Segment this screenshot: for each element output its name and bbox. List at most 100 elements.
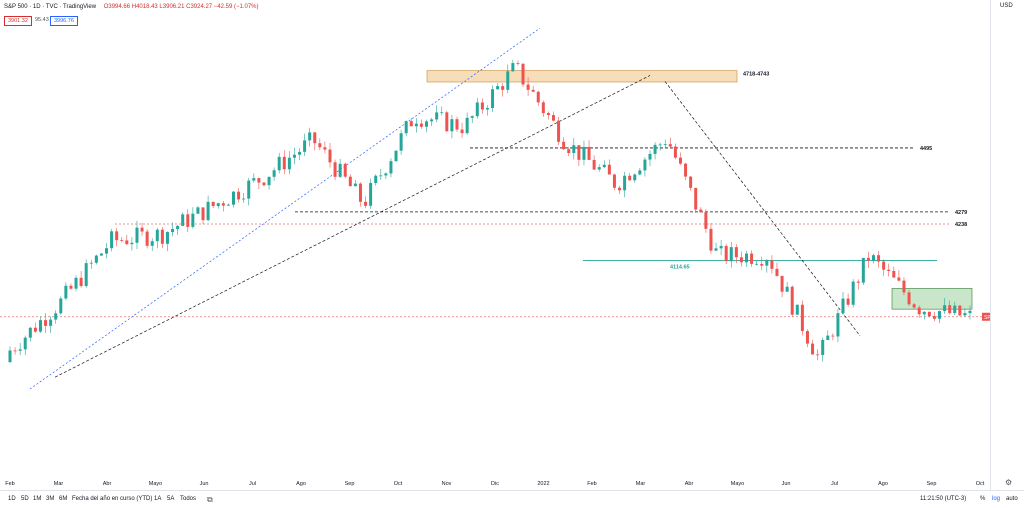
range-1a-button[interactable]: 1A: [154, 496, 162, 502]
currency-label[interactable]: USD: [1000, 3, 1013, 9]
candle-body: [59, 298, 63, 314]
candle-body: [79, 277, 83, 286]
candle-body: [887, 269, 891, 272]
candle-body: [272, 170, 276, 177]
candle-body: [267, 176, 271, 186]
time-tick-label: Mayo: [731, 481, 744, 487]
candle-body: [343, 163, 347, 177]
candle-body: [953, 305, 957, 314]
candle-body: [353, 183, 357, 187]
candle-body: [409, 121, 413, 127]
time-tick-label: Mar: [636, 481, 646, 487]
candle-body: [287, 157, 291, 170]
candle-body: [943, 305, 947, 312]
candle-body: [673, 146, 677, 158]
buy-price-button[interactable]: 3996.76: [50, 16, 78, 26]
candle-body: [445, 112, 449, 132]
candle-body: [557, 120, 561, 142]
candle-body: [597, 167, 601, 170]
percent-toggle[interactable]: %: [980, 496, 986, 502]
candle-body: [160, 229, 164, 244]
candle-body: [638, 170, 642, 175]
clock-readout[interactable]: 11:21:50 (UTC-3): [920, 496, 967, 502]
candle-body: [750, 253, 754, 264]
candle-body: [125, 240, 129, 245]
candle-body: [861, 257, 865, 283]
range-5d-button[interactable]: 5D: [21, 496, 29, 502]
candle-body: [734, 247, 738, 258]
range-5a-button[interactable]: 5A: [167, 496, 175, 502]
candle-body: [348, 176, 352, 187]
range-1d-button[interactable]: 1D: [8, 496, 16, 502]
candle-body: [541, 102, 545, 114]
candle-body: [28, 327, 32, 338]
range-1m-button[interactable]: 1M: [33, 496, 42, 502]
sell-price-button[interactable]: 3901.32: [4, 16, 32, 26]
date-range-icon[interactable]: ⧉: [207, 495, 213, 504]
candle-body: [145, 231, 149, 246]
candle-body: [470, 116, 474, 118]
candle-body: [653, 144, 657, 154]
candle-body: [658, 144, 662, 146]
candle-body: [450, 119, 454, 132]
candle-body: [110, 231, 114, 249]
candle-body: [231, 191, 235, 205]
time-tick-label: Ago: [878, 481, 888, 487]
candle-body: [745, 253, 749, 263]
candle-body: [932, 316, 936, 319]
current-price-tag: [982, 312, 990, 321]
range-3m-button[interactable]: 3M: [46, 496, 55, 502]
candle-body: [968, 310, 972, 314]
gear-icon[interactable]: ⚙: [1005, 478, 1013, 487]
candle-body: [882, 261, 886, 270]
price-chart[interactable]: Feb Mar Abr Mayo Jun Jul Ago Sep Oct Nov Dic 2022 Fe…: [0, 0, 990, 490]
candle-body: [699, 209, 703, 213]
candle-body: [247, 180, 251, 199]
level-4279-label: 4279: [955, 210, 967, 216]
level-4495-label: 4495: [920, 146, 932, 152]
candle-body: [648, 153, 652, 160]
log-toggle[interactable]: log: [992, 496, 1001, 502]
candle-body: [770, 260, 774, 269]
time-tick-label: Oct: [394, 481, 403, 487]
range-6m-button[interactable]: 6M: [59, 496, 68, 502]
candle-body: [419, 123, 423, 127]
candle-body: [308, 132, 312, 141]
candle-body: [216, 203, 220, 207]
candle-body: [399, 133, 403, 151]
time-tick-label: Feb: [587, 481, 596, 487]
candle-body: [612, 174, 616, 188]
candle-body: [877, 255, 881, 262]
candle-body: [572, 145, 576, 154]
price-axis[interactable]: [990, 0, 1024, 490]
candle-body: [607, 164, 611, 175]
resistance-zone: [426, 70, 738, 83]
range-all-button[interactable]: Todos: [180, 496, 197, 502]
candle-body: [176, 225, 180, 229]
time-tick-label: Dic: [491, 481, 499, 487]
candle-body: [257, 178, 261, 183]
candle-body: [765, 260, 769, 266]
candle-body: [562, 141, 566, 150]
auto-toggle[interactable]: auto: [1006, 496, 1018, 502]
candle-body: [64, 285, 68, 299]
candle-body: [511, 63, 515, 72]
candle-body: [455, 119, 459, 130]
candle-body: [480, 102, 484, 110]
candle-body: [105, 248, 109, 254]
candle-body: [633, 174, 637, 181]
candle-body: [689, 176, 693, 188]
candle-body: [851, 281, 855, 305]
candle-body: [663, 144, 667, 145]
candle-body: [546, 113, 550, 116]
candle-body: [755, 263, 759, 265]
time-tick-label: Jun: [782, 481, 791, 487]
candle-body: [135, 227, 139, 243]
range-ytd-button[interactable]: Fecha del año en curso (YTD): [72, 496, 153, 502]
time-tick-label: Jun: [200, 481, 209, 487]
candle-body: [704, 212, 708, 229]
black-trendline: [54, 75, 651, 378]
candle-body: [892, 271, 896, 278]
blue-trendline: [29, 27, 541, 390]
candle-body: [221, 203, 225, 206]
